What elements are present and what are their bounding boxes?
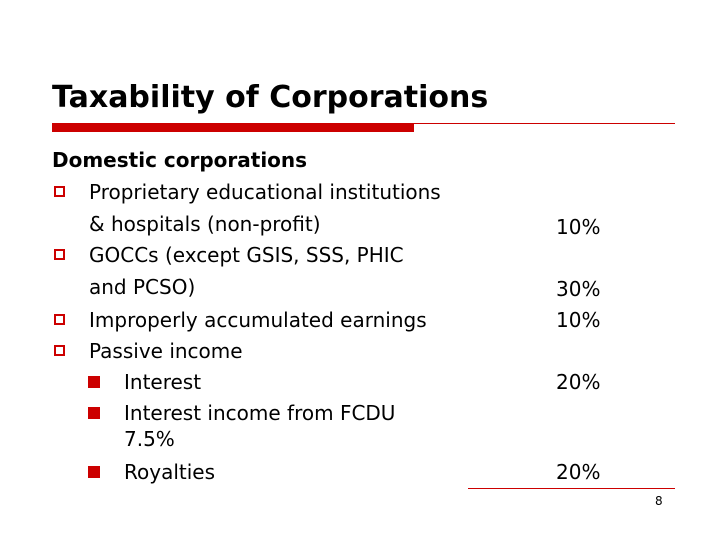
rate-value: 30% bbox=[556, 277, 601, 301]
list-item: Improperly accumulated earnings bbox=[89, 308, 427, 332]
filled-square-bullet-icon bbox=[88, 376, 100, 388]
footer-divider bbox=[468, 488, 675, 489]
title-underline-thick bbox=[52, 123, 414, 132]
list-item-continuation: & hospitals (non-profit) bbox=[89, 212, 321, 236]
hollow-square-bullet-icon bbox=[54, 186, 65, 197]
rate-value: 10% bbox=[556, 215, 601, 239]
filled-square-bullet-icon bbox=[88, 407, 100, 419]
page-number: 8 bbox=[655, 494, 663, 508]
rate-value: 10% bbox=[556, 308, 601, 332]
list-item-continuation: and PCSO) bbox=[89, 275, 196, 299]
sub-list-item-continuation: 7.5% bbox=[124, 427, 175, 451]
list-item: GOCCs (except GSIS, SSS, PHIC bbox=[89, 243, 404, 267]
rate-value: 20% bbox=[556, 460, 601, 484]
list-item: Passive income bbox=[89, 339, 243, 363]
rate-value: 20% bbox=[556, 370, 601, 394]
slide-title: Taxability of Corporations bbox=[52, 80, 489, 115]
section-heading: Domestic corporations bbox=[52, 148, 308, 172]
list-item: Proprietary educational institutions bbox=[89, 180, 441, 204]
hollow-square-bullet-icon bbox=[54, 345, 65, 356]
sub-list-item: Royalties bbox=[124, 460, 216, 484]
filled-square-bullet-icon bbox=[88, 466, 100, 478]
sub-list-item: Interest bbox=[124, 370, 202, 394]
hollow-square-bullet-icon bbox=[54, 314, 65, 325]
sub-list-item: Interest income from FCDU bbox=[124, 401, 396, 425]
hollow-square-bullet-icon bbox=[54, 249, 65, 260]
